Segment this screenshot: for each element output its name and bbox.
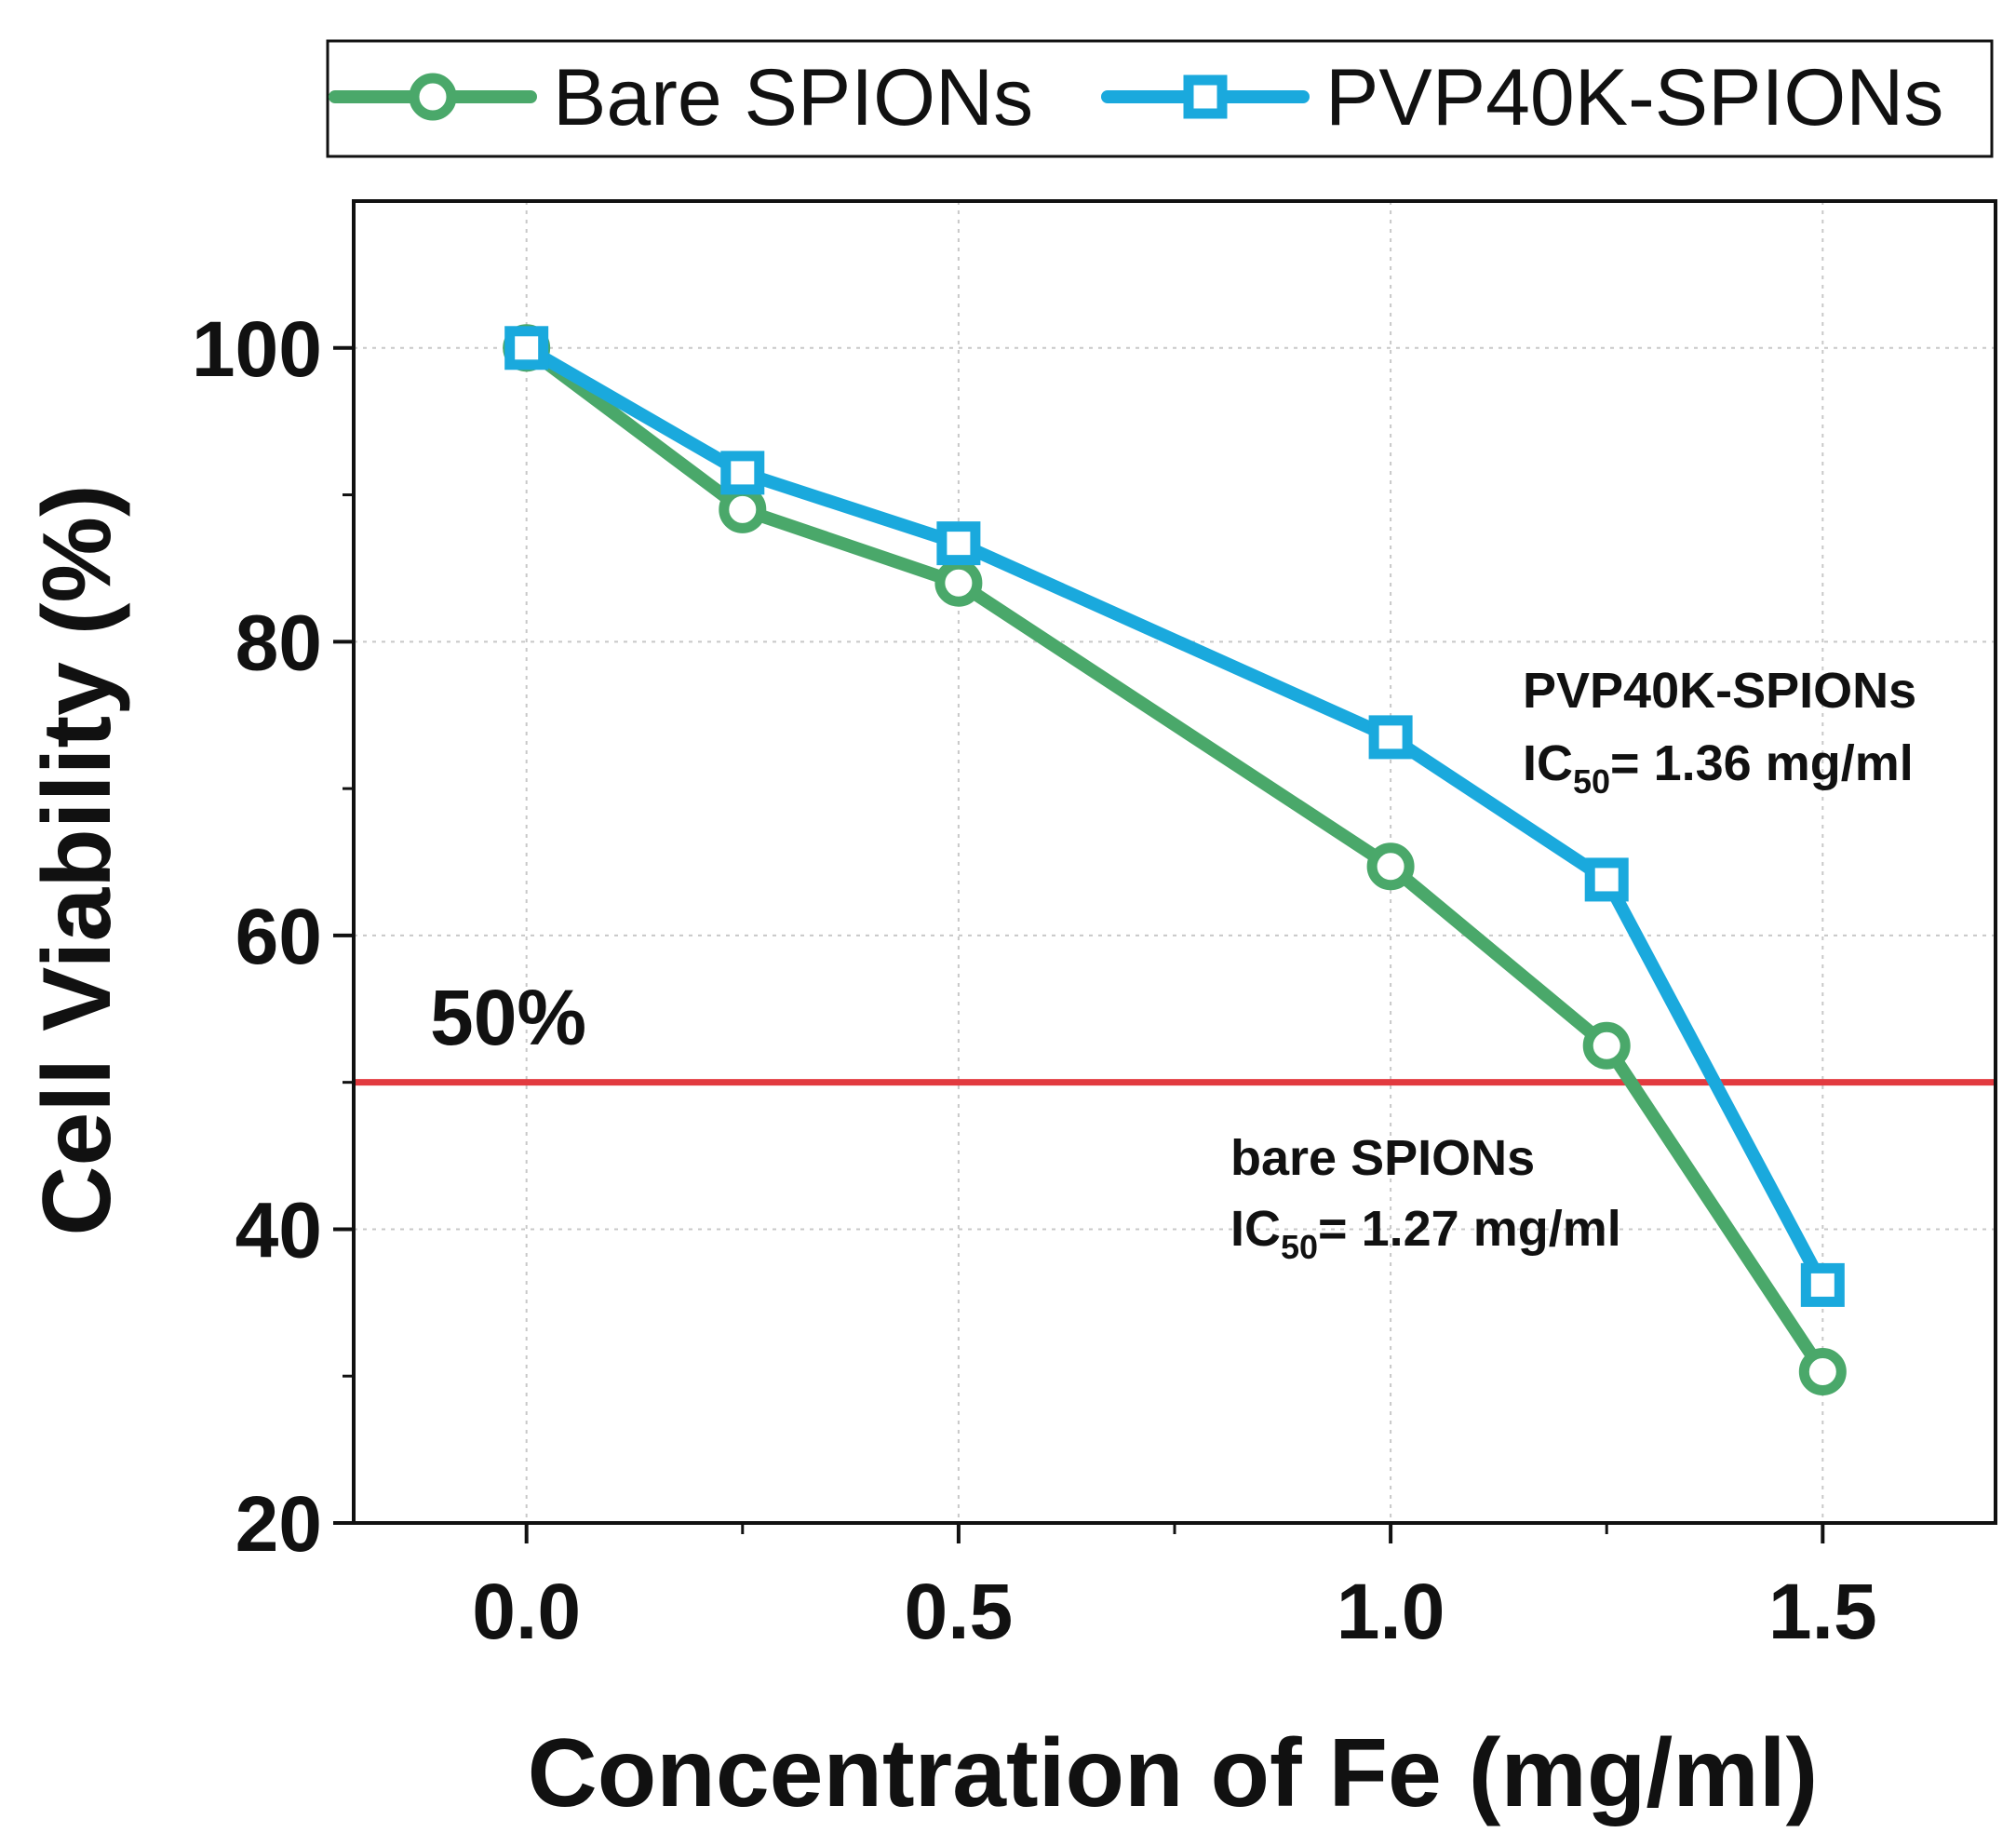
x-tick-label: 1.0: [1337, 1568, 1445, 1655]
annotation-bare-ic-value: = 1.27 mg/ml: [1318, 1201, 1621, 1257]
tick-labels: 0.0 0.5 1.0 1.5 20 40 60 80 100: [192, 305, 1877, 1655]
y-tick-label: 40: [235, 1186, 322, 1273]
annotation-bare-ic-subscript: 50: [1281, 1228, 1318, 1266]
annotation-bare-ic-prefix: IC: [1230, 1201, 1281, 1257]
legend-label-bare-spions: Bare SPIONs: [553, 53, 1033, 142]
axis-ticks: [333, 345, 1825, 1543]
annotation-bare-ic50: IC50= 1.27 mg/ml: [1230, 1201, 1621, 1266]
annotation-pvp40k-ic-subscript: 50: [1573, 762, 1610, 801]
data-point-square: [1800, 1262, 1845, 1307]
annotation-pvp40k-ic50: IC50= 1.36 mg/ml: [1523, 735, 1914, 801]
data-point-square: [1368, 715, 1413, 760]
y-tick-label: 20: [235, 1480, 322, 1568]
legend-marker-circle-icon: [409, 73, 457, 121]
legend-entry-pvp40k-spions: PVP40K-SPIONs: [1101, 53, 1943, 142]
data-point-square: [504, 326, 549, 371]
legend-label-pvp40k-spions: PVP40K-SPIONs: [1325, 53, 1943, 142]
data-point-circle: [1366, 842, 1415, 891]
series-line: [519, 341, 1830, 1292]
annotation-bare-title: bare SPIONs: [1230, 1130, 1535, 1186]
annotation-pvp40k-title: PVP40K-SPIONs: [1523, 663, 1916, 719]
data-point-square: [720, 451, 765, 495]
data-point-square: [936, 521, 981, 566]
series-layer: [503, 324, 1847, 1395]
x-tick-label: 0.5: [905, 1568, 1014, 1655]
annotation-bare-spions: bare SPIONs IC50= 1.27 mg/ml: [1230, 1130, 1621, 1266]
legend: Bare SPIONs PVP40K-SPIONs: [326, 39, 1994, 158]
annotation-pvp40k-spions: PVP40K-SPIONs IC50= 1.36 mg/ml: [1523, 663, 1916, 801]
data-point-circle: [719, 485, 767, 533]
annotation-pvp40k-ic-prefix: IC: [1523, 735, 1573, 791]
y-tick-label: 100: [192, 305, 322, 393]
reference-line-label: 50%: [430, 974, 586, 1061]
annotation-pvp40k-ic-value: = 1.36 mg/ml: [1610, 735, 1914, 791]
data-point-square: [1584, 857, 1629, 902]
y-axis-title: Cell Viability (%): [23, 484, 131, 1235]
x-axis-title: Concentration of Fe (mg/ml): [528, 1719, 1819, 1827]
x-tick-label: 0.0: [472, 1568, 581, 1655]
y-tick-label: 80: [235, 599, 322, 686]
series-line: [519, 341, 1830, 1379]
y-tick-label: 60: [235, 893, 322, 980]
data-point-circle: [1582, 1021, 1631, 1070]
legend-marker-square-icon: [1183, 74, 1228, 119]
data-point-circle: [934, 559, 983, 607]
x-tick-label: 1.5: [1768, 1568, 1877, 1655]
data-point-circle: [1798, 1347, 1847, 1395]
series-pvp40k-spions: [504, 326, 1845, 1307]
legend-entry-bare-spions: Bare SPIONs: [329, 53, 1033, 142]
series-bare-spions: [503, 324, 1847, 1395]
